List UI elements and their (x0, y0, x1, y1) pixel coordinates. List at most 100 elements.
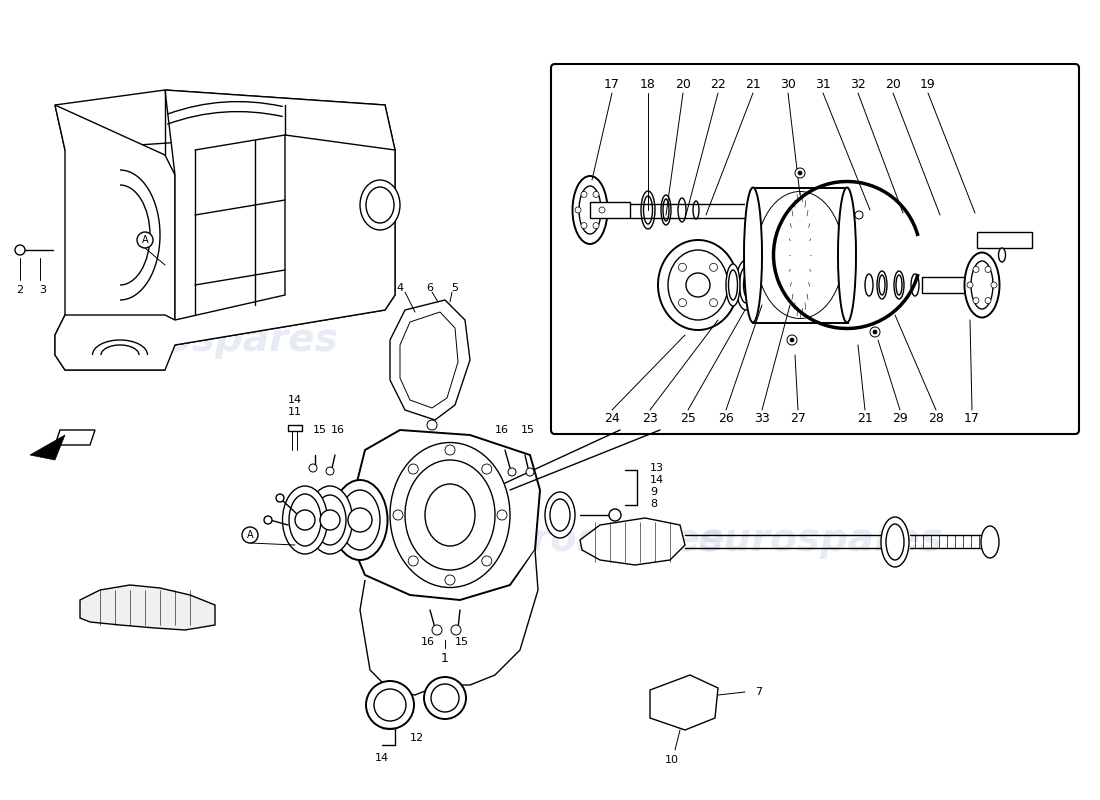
Ellipse shape (641, 191, 654, 229)
Circle shape (451, 625, 461, 635)
Ellipse shape (425, 484, 475, 546)
Ellipse shape (965, 253, 1000, 318)
Polygon shape (55, 105, 175, 370)
Ellipse shape (572, 176, 607, 244)
Ellipse shape (366, 681, 414, 729)
Polygon shape (350, 430, 540, 600)
Text: 16: 16 (495, 425, 509, 435)
Circle shape (242, 527, 258, 543)
Ellipse shape (726, 264, 740, 306)
Circle shape (309, 464, 317, 472)
Ellipse shape (644, 196, 652, 224)
Circle shape (786, 335, 798, 345)
Polygon shape (400, 312, 458, 408)
Text: 29: 29 (892, 411, 907, 425)
Text: 10: 10 (666, 755, 679, 765)
Circle shape (295, 510, 315, 530)
Text: 20: 20 (886, 78, 901, 91)
Ellipse shape (658, 240, 738, 330)
Ellipse shape (390, 442, 510, 587)
Ellipse shape (283, 486, 328, 554)
Circle shape (446, 445, 455, 455)
Ellipse shape (757, 191, 844, 318)
Text: eurospares: eurospares (477, 521, 723, 559)
FancyBboxPatch shape (551, 64, 1079, 434)
Circle shape (348, 508, 372, 532)
Circle shape (581, 191, 587, 198)
Ellipse shape (340, 490, 379, 550)
Polygon shape (30, 435, 65, 460)
Ellipse shape (308, 486, 352, 554)
Polygon shape (360, 580, 440, 695)
Ellipse shape (405, 460, 495, 570)
Ellipse shape (896, 275, 902, 295)
Text: 13: 13 (650, 463, 664, 473)
Polygon shape (55, 135, 395, 370)
Ellipse shape (374, 689, 406, 721)
Circle shape (138, 232, 153, 248)
Text: 23: 23 (642, 411, 658, 425)
Circle shape (967, 282, 974, 288)
Circle shape (408, 464, 418, 474)
Bar (754, 188, 848, 323)
Circle shape (575, 207, 581, 213)
Ellipse shape (971, 261, 993, 309)
Ellipse shape (744, 187, 762, 322)
Ellipse shape (424, 677, 466, 719)
Circle shape (873, 330, 877, 334)
Ellipse shape (366, 187, 394, 223)
Circle shape (984, 298, 991, 303)
Polygon shape (165, 90, 395, 345)
Ellipse shape (739, 267, 752, 303)
Circle shape (320, 510, 340, 530)
Ellipse shape (289, 494, 321, 546)
Ellipse shape (668, 250, 728, 320)
Bar (288, 425, 302, 431)
Ellipse shape (314, 495, 346, 545)
Circle shape (798, 171, 802, 175)
Ellipse shape (877, 271, 887, 299)
Circle shape (679, 298, 686, 306)
Circle shape (790, 338, 794, 342)
Text: 16: 16 (421, 637, 434, 647)
Circle shape (710, 263, 717, 271)
Ellipse shape (999, 248, 1005, 262)
Text: 2: 2 (16, 285, 23, 295)
Circle shape (795, 168, 805, 178)
Circle shape (276, 494, 284, 502)
Circle shape (679, 263, 686, 271)
Text: 5: 5 (451, 283, 459, 293)
Ellipse shape (838, 187, 856, 322)
Polygon shape (80, 585, 214, 630)
Polygon shape (580, 518, 685, 565)
Polygon shape (55, 430, 95, 445)
Text: 6: 6 (427, 283, 433, 293)
Text: 26: 26 (718, 411, 734, 425)
Polygon shape (650, 675, 718, 730)
Ellipse shape (579, 186, 601, 234)
Text: A: A (142, 235, 148, 245)
Text: 24: 24 (604, 411, 620, 425)
Circle shape (974, 266, 979, 273)
Circle shape (393, 510, 403, 520)
Text: 30: 30 (780, 78, 796, 91)
Text: 15: 15 (314, 425, 327, 435)
Text: 4: 4 (396, 283, 404, 293)
Ellipse shape (661, 195, 671, 225)
Circle shape (686, 273, 710, 297)
Text: 3: 3 (40, 285, 46, 295)
Text: eurospares: eurospares (92, 321, 338, 359)
Polygon shape (446, 550, 538, 685)
Circle shape (497, 510, 507, 520)
Ellipse shape (663, 199, 669, 221)
Ellipse shape (693, 201, 698, 219)
Circle shape (600, 207, 605, 213)
Text: 32: 32 (850, 78, 866, 91)
Text: 17: 17 (964, 411, 980, 425)
Ellipse shape (881, 517, 909, 567)
Text: 15: 15 (455, 637, 469, 647)
Polygon shape (390, 300, 470, 420)
Text: 12: 12 (410, 733, 425, 743)
Text: 1: 1 (441, 651, 449, 665)
Circle shape (432, 625, 442, 635)
